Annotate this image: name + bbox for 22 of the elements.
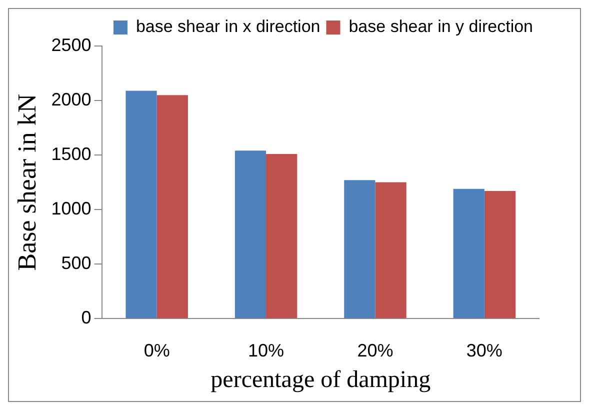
legend-label: base shear in y direction xyxy=(348,17,534,36)
y-tick-label: 2500 xyxy=(51,34,92,55)
x-tick-label: 10% xyxy=(248,340,284,360)
bar xyxy=(453,188,484,318)
bar xyxy=(266,154,298,318)
x-axis-title: percentage of damping xyxy=(210,366,431,393)
bar xyxy=(375,182,406,318)
y-axis-title: Base shear in kN xyxy=(12,94,42,271)
bar xyxy=(234,150,266,318)
legend-label: base shear in x direction xyxy=(136,17,320,36)
x-tick-label: 20% xyxy=(357,340,394,360)
x-tick-label: 30% xyxy=(466,340,502,360)
bar xyxy=(126,90,157,318)
bar xyxy=(156,95,188,318)
y-tick-label: 1500 xyxy=(51,144,92,164)
bar xyxy=(484,191,516,318)
y-tick-label: 2000 xyxy=(51,89,92,110)
bar xyxy=(344,180,376,318)
x-tick-label: 0% xyxy=(144,340,170,360)
y-tick-label: 0 xyxy=(81,308,92,328)
y-tick-label: 1000 xyxy=(51,198,92,219)
y-tick-label: 500 xyxy=(61,253,92,274)
